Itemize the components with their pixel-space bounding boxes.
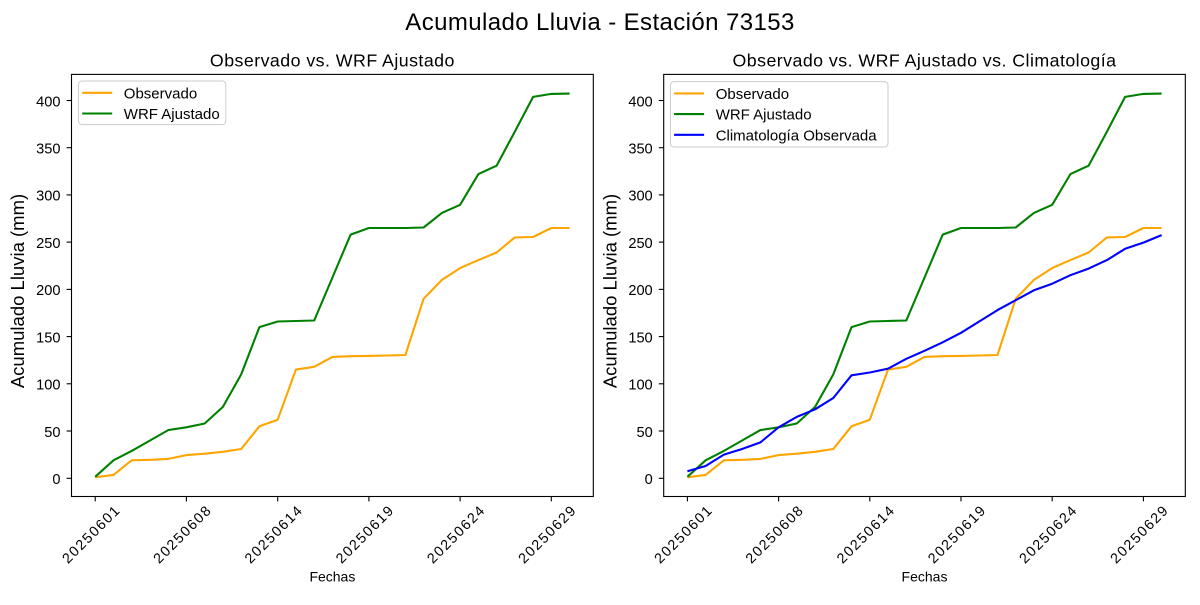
svg-text:Fechas: Fechas [902, 569, 948, 585]
svg-text:100: 100 [628, 378, 652, 394]
svg-text:350: 350 [628, 142, 652, 158]
svg-text:Observado vs. WRF Ajustado vs.: Observado vs. WRF Ajustado vs. Climatolo… [732, 51, 1116, 71]
svg-text:Observado vs. WRF Ajustado: Observado vs. WRF Ajustado [210, 51, 455, 71]
svg-text:Acumulado Lluvia (mm): Acumulado Lluvia (mm) [7, 194, 28, 388]
svg-text:250: 250 [36, 236, 60, 252]
svg-text:350: 350 [36, 142, 60, 158]
svg-text:100: 100 [36, 378, 60, 394]
svg-text:Climatología Observada: Climatología Observada [716, 127, 878, 144]
svg-text:Observado: Observado [716, 86, 789, 103]
svg-text:WRF Ajustado: WRF Ajustado [124, 106, 220, 123]
svg-text:Acumulado Lluvia - Estación 73: Acumulado Lluvia - Estación 73153 [405, 9, 794, 36]
svg-text:Acumulado Lluvia (mm): Acumulado Lluvia (mm) [600, 194, 621, 388]
svg-text:50: 50 [44, 425, 60, 441]
svg-text:300: 300 [628, 189, 652, 205]
svg-text:Fechas: Fechas [309, 569, 355, 585]
svg-text:400: 400 [628, 94, 652, 110]
svg-text:200: 200 [36, 283, 60, 299]
svg-text:0: 0 [52, 472, 60, 488]
svg-text:200: 200 [628, 283, 652, 299]
svg-text:Observado: Observado [124, 85, 197, 102]
svg-text:400: 400 [36, 94, 60, 110]
svg-text:300: 300 [36, 189, 60, 205]
svg-text:50: 50 [636, 425, 652, 441]
svg-text:WRF Ajustado: WRF Ajustado [716, 107, 812, 124]
svg-text:150: 150 [36, 330, 60, 346]
svg-text:250: 250 [628, 236, 652, 252]
svg-text:150: 150 [628, 330, 652, 346]
svg-text:0: 0 [645, 472, 653, 488]
